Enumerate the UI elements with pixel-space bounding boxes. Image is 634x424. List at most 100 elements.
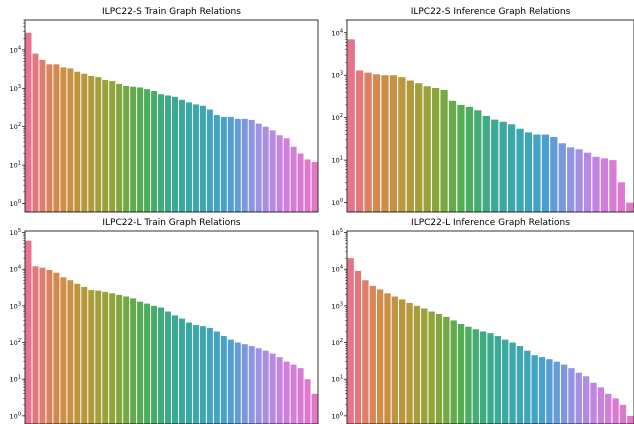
bar	[524, 350, 531, 424]
bar	[178, 318, 185, 424]
bar	[448, 100, 457, 212]
y-tick-label: 100	[10, 199, 21, 208]
bar	[491, 119, 499, 212]
bars	[25, 240, 318, 424]
bar	[435, 313, 443, 424]
bar	[297, 153, 304, 212]
bar	[185, 322, 192, 424]
y-tick-label: 100	[10, 411, 21, 420]
chart-ilpc22-s-inference: ILPC22-S Inference Graph Relations 10010…	[332, 7, 634, 213]
bar	[234, 342, 241, 424]
bar	[590, 382, 597, 424]
bar	[67, 68, 74, 213]
y-tick-label: 101	[332, 156, 343, 165]
bar	[255, 348, 262, 424]
bar	[241, 344, 248, 424]
bar	[220, 336, 227, 424]
y-tick-label: 103	[10, 84, 21, 93]
bar	[53, 64, 60, 212]
bar	[597, 387, 605, 424]
bar	[206, 327, 213, 424]
bar	[568, 368, 575, 424]
y-tick-label: 104	[332, 265, 343, 274]
y-tick-label: 101	[10, 375, 21, 384]
bar	[185, 102, 192, 212]
axes-frame	[24, 230, 319, 424]
bar	[389, 75, 398, 212]
y-tick-label: 104	[10, 45, 21, 54]
bar	[494, 336, 502, 424]
bar	[227, 339, 234, 424]
bar	[406, 302, 413, 424]
bar	[440, 89, 448, 212]
bar	[158, 307, 165, 424]
bar	[60, 277, 67, 424]
bar	[241, 118, 248, 212]
bar	[81, 286, 88, 424]
bar	[151, 305, 158, 424]
bar	[364, 72, 372, 213]
bar	[262, 350, 269, 424]
y-tick-label: 100	[332, 411, 343, 420]
bar	[432, 88, 440, 212]
y-tick-label: 103	[10, 301, 21, 310]
bar	[88, 290, 95, 424]
axes-border	[346, 19, 634, 213]
bar	[347, 39, 355, 212]
bar	[354, 270, 362, 424]
bar	[533, 134, 541, 212]
bar	[206, 109, 213, 212]
bar	[255, 123, 262, 212]
bar	[283, 138, 290, 212]
y-axis: 100 101 102 103 104 105	[10, 228, 25, 420]
bar	[192, 104, 199, 212]
bar	[158, 94, 165, 212]
bar	[269, 353, 276, 424]
axes-frame	[24, 19, 319, 213]
bar	[192, 325, 199, 424]
bar	[95, 77, 102, 212]
y-tick-label: 102	[10, 122, 21, 131]
y-tick-label: 104	[10, 265, 21, 274]
bar	[567, 147, 575, 212]
bar	[619, 404, 627, 424]
bar	[165, 95, 172, 212]
bar	[304, 159, 311, 212]
bar	[465, 106, 474, 212]
axes-frame	[346, 19, 634, 213]
bar	[583, 152, 592, 212]
chart-ilpc22-l-inference: ILPC22-L Inference Graph Relations 10010…	[332, 218, 634, 424]
bar	[457, 104, 465, 212]
bar	[507, 124, 516, 212]
y-tick-label: 102	[332, 338, 343, 347]
bar	[541, 134, 549, 212]
y-tick-label: 103	[332, 301, 343, 310]
bar	[583, 376, 590, 424]
bar	[25, 240, 32, 424]
bar	[130, 298, 137, 424]
bar	[137, 301, 144, 424]
bar	[116, 83, 123, 212]
bar	[627, 415, 634, 424]
bar	[283, 361, 290, 424]
bar	[109, 80, 116, 212]
bar	[199, 105, 206, 212]
bar	[575, 149, 583, 212]
bar	[356, 70, 364, 212]
bar	[450, 320, 457, 424]
bar	[347, 258, 354, 424]
chart-title: ILPC22-S Train Graph Relations	[102, 7, 241, 17]
bar	[171, 96, 178, 212]
bar	[524, 132, 533, 212]
bar	[626, 202, 634, 212]
bar	[199, 326, 206, 424]
bar	[25, 32, 32, 213]
bar	[558, 143, 566, 212]
y-tick-label: 101	[10, 161, 21, 170]
bar	[372, 74, 381, 212]
bar	[474, 110, 482, 212]
bar	[32, 53, 39, 212]
bar	[502, 339, 509, 424]
bar	[509, 342, 516, 424]
